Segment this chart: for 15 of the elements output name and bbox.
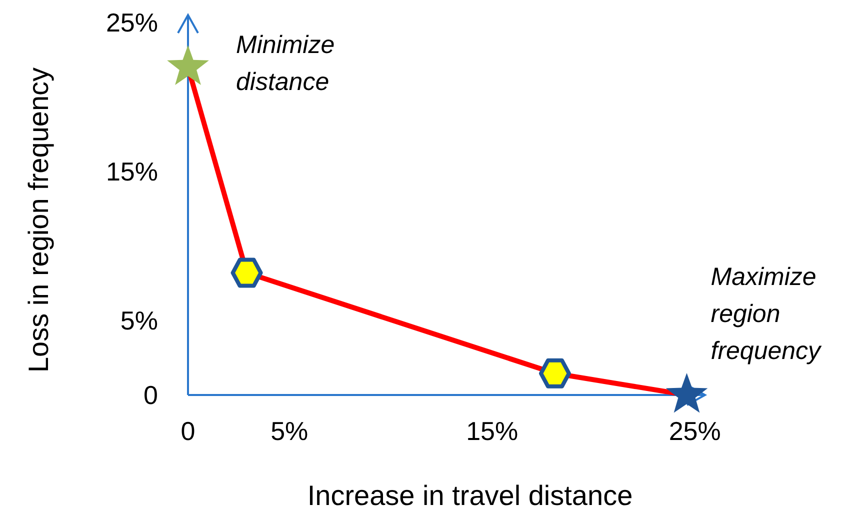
x-tick-label: 15% [466, 416, 518, 446]
annotation: Maximize region frequency [710, 263, 822, 365]
x-tick-label: 25% [668, 416, 721, 446]
x-axis-title: Increase in travel distance [307, 480, 633, 511]
x-tick-label: 5% [270, 416, 308, 446]
x-tick-label: 0 [180, 416, 196, 446]
point [167, 45, 209, 85]
y-axis-title: Loss in region frequency [23, 67, 54, 373]
y-tick-label: 0 [144, 380, 158, 410]
y-tick-label: 5% [120, 306, 158, 336]
y-tick-label: 25% [106, 8, 158, 38]
point [230, 258, 263, 288]
y-tick-label: 15% [106, 156, 158, 187]
point [538, 358, 571, 388]
annotation: Minimize distance [236, 31, 335, 96]
